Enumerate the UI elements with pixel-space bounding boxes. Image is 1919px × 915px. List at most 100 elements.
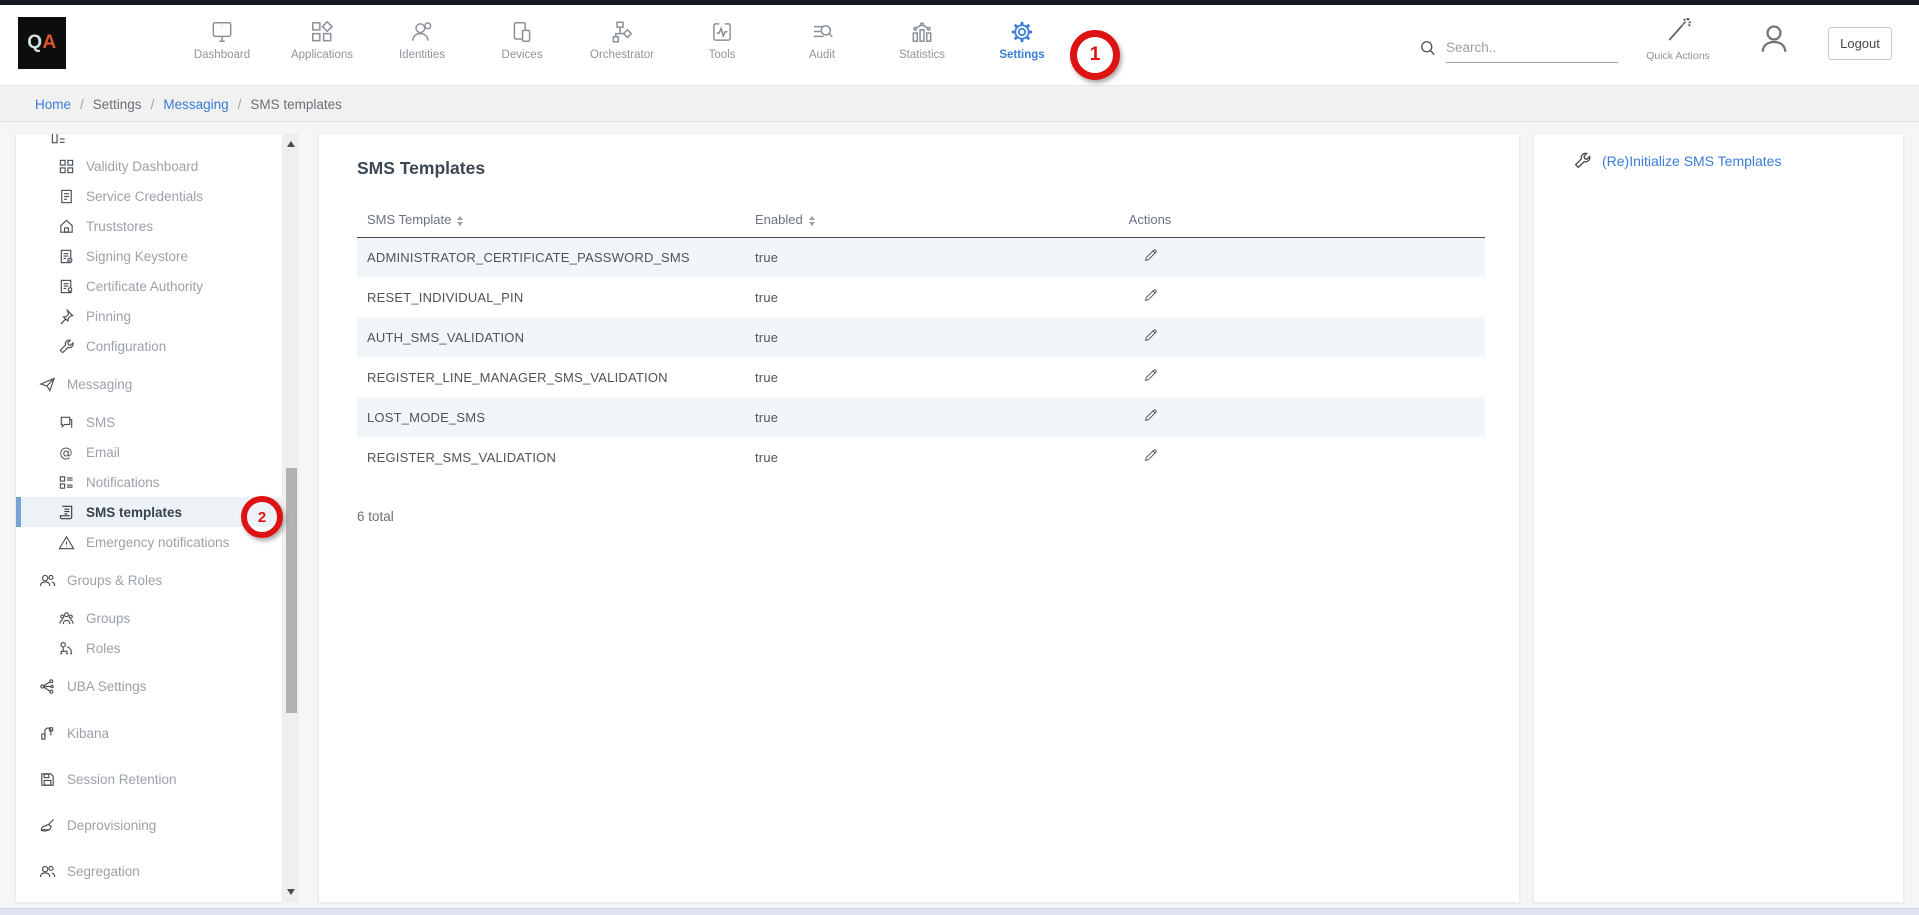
- breadcrumb-home[interactable]: Home: [35, 96, 72, 112]
- logout-button[interactable]: Logout: [1828, 27, 1892, 60]
- sidebar-item-deprovisioning[interactable]: Deprovisioning: [16, 810, 282, 840]
- sidebar-item-emergency-notifications[interactable]: Emergency notifications: [16, 527, 282, 557]
- sms-templates-table: SMS Template Enabled Actions ADMINISTRAT…: [357, 203, 1485, 477]
- enabled-value: true: [755, 249, 779, 265]
- sidebar-item-groups[interactable]: Groups: [16, 603, 282, 633]
- sort-icon[interactable]: [808, 215, 815, 226]
- sidebar-item-label: Notifications: [86, 474, 160, 490]
- nav-item-orchestrator[interactable]: Orchestrator: [579, 11, 665, 61]
- nav-item-audit[interactable]: Audit: [779, 11, 865, 61]
- annotation-step-2: 2: [241, 496, 283, 538]
- sidebar-section-messaging[interactable]: Messaging: [16, 369, 282, 399]
- at-icon: @: [59, 445, 72, 460]
- edit-button[interactable]: [1140, 405, 1161, 429]
- statistics-icon: [912, 22, 932, 42]
- sidebar-item-notifications[interactable]: Notifications: [16, 467, 282, 497]
- settings-gear-icon: [1011, 21, 1033, 43]
- sidebar-item-roles[interactable]: Roles: [16, 633, 282, 663]
- horizontal-scrollbar-track[interactable]: [0, 908, 1919, 915]
- quick-actions-button[interactable]: Quick Actions: [1640, 15, 1716, 64]
- crowd-icon: [59, 611, 74, 624]
- table-header-row: SMS Template Enabled Actions: [357, 203, 1485, 238]
- table-row: LOST_MODE_SMS true: [357, 397, 1485, 437]
- scrollbar-thumb[interactable]: [286, 468, 297, 713]
- breadcrumb-messaging[interactable]: Messaging: [163, 96, 229, 112]
- nav-label: Dashboard: [193, 49, 251, 61]
- pencil-icon: [1144, 449, 1157, 462]
- sidebar-item-session-retention[interactable]: Session Retention: [16, 764, 282, 794]
- page-title: SMS Templates: [357, 158, 486, 178]
- sidebar-item-label: Segregation: [67, 863, 140, 879]
- sidebar-item-email[interactable]: @ Email: [16, 437, 282, 467]
- list-grid-icon: [59, 475, 73, 489]
- table-row: RESET_INDIVIDUAL_PIN true: [357, 277, 1485, 317]
- reinitialize-sms-templates-link[interactable]: (Re)Initialize SMS Templates: [1573, 151, 1903, 170]
- column-header-enabled[interactable]: Enabled: [745, 203, 1055, 238]
- nav-label: Tools: [708, 49, 736, 61]
- enabled-value: true: [755, 449, 779, 465]
- edit-button[interactable]: [1140, 445, 1161, 469]
- sidebar-item-label: Groups: [86, 610, 131, 626]
- nav-item-devices[interactable]: Devices: [479, 11, 565, 61]
- sidebar-item-signing-keystore[interactable]: Signing Keystore: [16, 241, 282, 271]
- sidebar-item-sms-templates[interactable]: SMS templates: [16, 497, 282, 527]
- sidebar-item-truststores[interactable]: Truststores: [16, 211, 282, 241]
- sidebar-item-certificate-authority[interactable]: Certificate Authority: [16, 271, 282, 301]
- scroll-down-arrow-icon[interactable]: [287, 889, 295, 895]
- edit-button[interactable]: [1140, 365, 1161, 389]
- column-header-sms-template[interactable]: SMS Template: [357, 203, 745, 238]
- breadcrumb-separator: /: [150, 96, 155, 112]
- template-name: REGISTER_SMS_VALIDATION: [367, 449, 557, 465]
- nav-item-identities[interactable]: Identities: [379, 11, 465, 61]
- sidebar-section-groups-roles[interactable]: Groups & Roles: [16, 565, 282, 595]
- enabled-value: true: [755, 289, 779, 305]
- share-icon: [40, 678, 54, 694]
- nav-item-dashboard[interactable]: Dashboard: [179, 11, 265, 61]
- sidebar-scrollbar[interactable]: [284, 133, 299, 903]
- sidebar-section-uba-settings[interactable]: UBA Settings: [16, 671, 282, 701]
- sidebar-item-segregation[interactable]: Segregation: [16, 856, 282, 886]
- sms-bubble-icon: [60, 416, 73, 428]
- dashboard-icon: [212, 22, 232, 42]
- actions-panel: (Re)Initialize SMS Templates: [1533, 133, 1904, 903]
- template-name: AUTH_SMS_VALIDATION: [367, 329, 525, 345]
- template-name: LOST_MODE_SMS: [367, 409, 486, 425]
- nav-item-settings[interactable]: Settings: [979, 11, 1065, 61]
- tools-icon: [713, 23, 731, 41]
- grid-icon: [59, 159, 74, 173]
- sidebar-item-label: Messaging: [67, 376, 133, 392]
- user-profile-button[interactable]: [1756, 21, 1792, 62]
- edit-button[interactable]: [1140, 285, 1161, 309]
- clipped-item-fragment: [16, 134, 282, 147]
- paper-plane-icon: [39, 376, 56, 392]
- roles-icon: [60, 641, 73, 654]
- edit-button[interactable]: [1140, 245, 1161, 269]
- edit-button[interactable]: [1140, 325, 1161, 349]
- sidebar-item-service-credentials[interactable]: Service Credentials: [16, 181, 282, 211]
- sidebar-item-pinning[interactable]: Pinning: [16, 301, 282, 331]
- broom-icon: [40, 818, 55, 832]
- sidebar-item-label: Validity Dashboard: [86, 158, 199, 174]
- search-input[interactable]: [1446, 33, 1618, 63]
- sort-icon[interactable]: [457, 215, 464, 226]
- sidebar-item-kibana[interactable]: Kibana: [16, 718, 282, 748]
- settings-sidebar: Validity Dashboard Service Credentials T…: [15, 133, 283, 903]
- magic-wand-icon: [1668, 17, 1692, 41]
- sidebar-item-configuration[interactable]: Configuration: [16, 331, 282, 361]
- sidebar-item-validity-dashboard[interactable]: Validity Dashboard: [16, 151, 282, 181]
- pencil-icon: [1144, 289, 1157, 302]
- sidebar-item-label: Pinning: [86, 308, 132, 324]
- table-row: REGISTER_SMS_VALIDATION true: [357, 437, 1485, 477]
- enabled-value: true: [755, 329, 779, 345]
- nav-item-tools[interactable]: Tools: [679, 11, 765, 61]
- quick-actions-label: Quick Actions: [1646, 50, 1710, 62]
- nav-item-applications[interactable]: Applications: [279, 11, 365, 61]
- template-name: ADMINISTRATOR_CERTIFICATE_PASSWORD_SMS: [367, 249, 690, 265]
- kibana-icon: [41, 726, 54, 740]
- nav-item-statistics[interactable]: Statistics: [879, 11, 965, 61]
- scroll-up-arrow-icon[interactable]: [287, 141, 295, 147]
- breadcrumb-separator: /: [237, 96, 242, 112]
- nav-label: Audit: [808, 49, 836, 61]
- sidebar-item-sms[interactable]: SMS: [16, 407, 282, 437]
